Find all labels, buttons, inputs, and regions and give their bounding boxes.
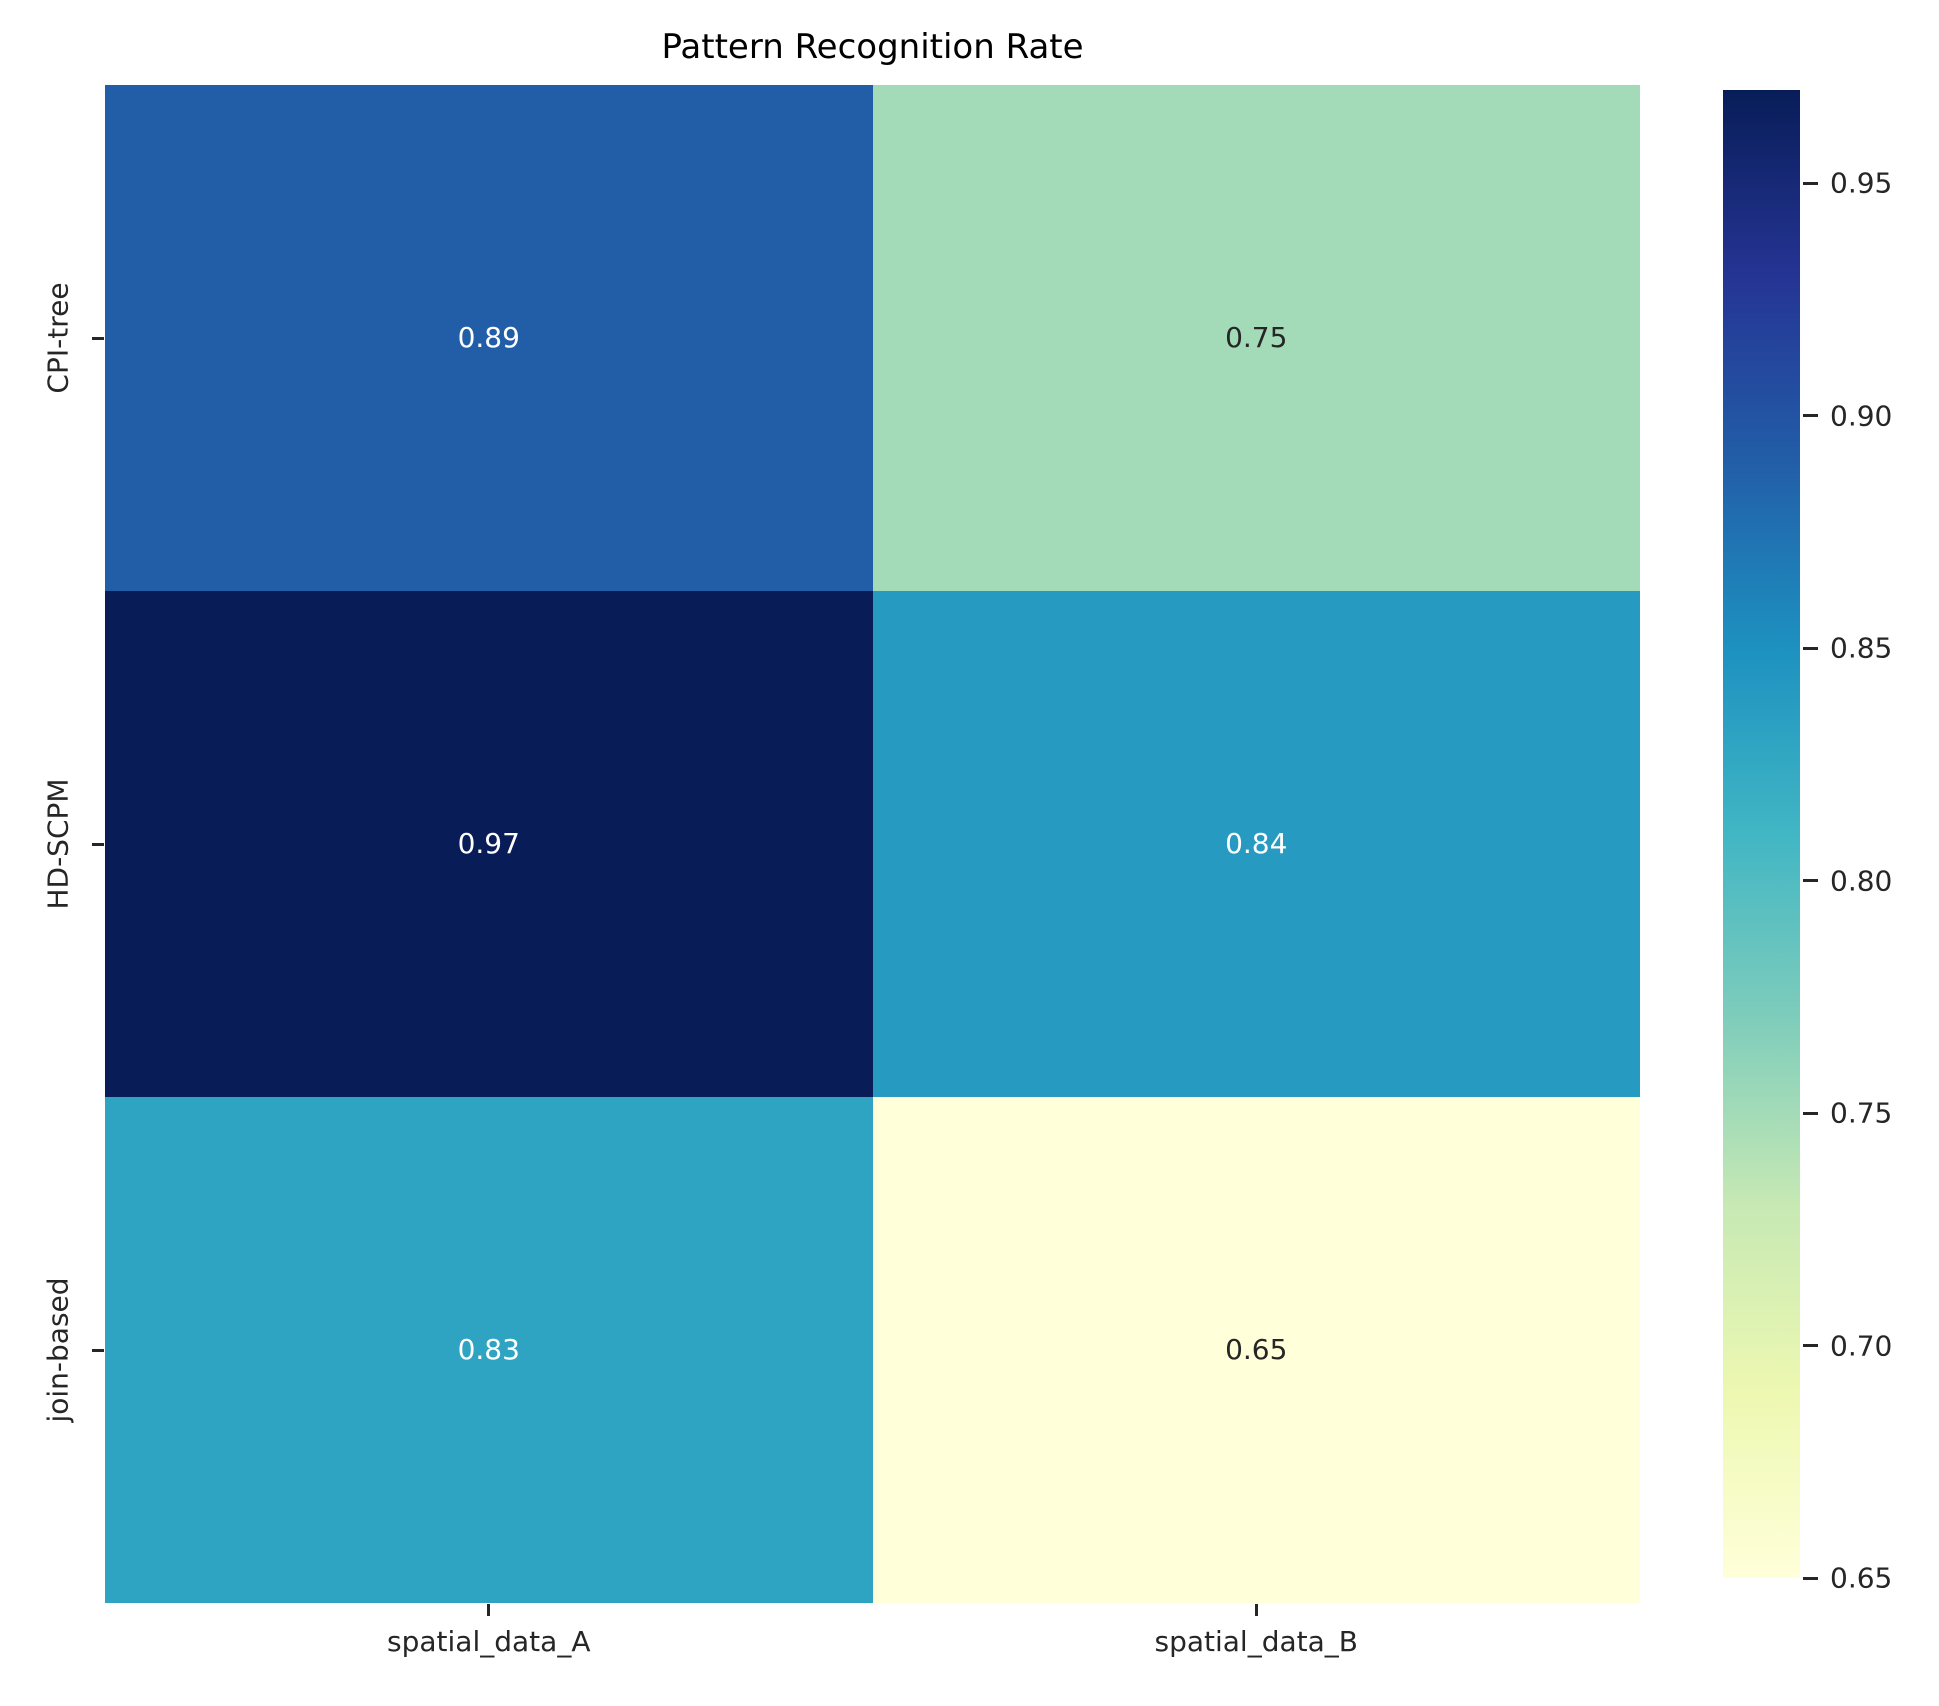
heatmap-cell: 0.83 bbox=[105, 1097, 873, 1603]
colorbar-tick-mark bbox=[1803, 646, 1818, 650]
colorbar-tick-label: 0.85 bbox=[1830, 631, 1893, 665]
cell-value: 0.83 bbox=[457, 1333, 520, 1366]
colorbar-tick-label: 0.90 bbox=[1830, 399, 1893, 432]
colorbar-tick-label: 0.70 bbox=[1830, 1329, 1893, 1362]
colorbar-tick-mark bbox=[1803, 181, 1818, 185]
cell-value: 0.75 bbox=[1225, 321, 1288, 354]
heatmap-cell: 0.89 bbox=[105, 85, 873, 591]
x-tick-label: spatial_data_B bbox=[1154, 1625, 1359, 1658]
cell-value: 0.97 bbox=[457, 827, 520, 860]
colorbar-tick-label: 0.75 bbox=[1830, 1096, 1893, 1130]
cell-value: 0.89 bbox=[457, 321, 520, 354]
heatmap-cell: 0.97 bbox=[105, 591, 873, 1097]
heatmap-cell: 0.65 bbox=[872, 1097, 1640, 1603]
x-tick-label: spatial_data_A bbox=[387, 1625, 591, 1658]
colorbar-tick-mark bbox=[1803, 1576, 1818, 1580]
colorbar-tick-mark bbox=[1803, 879, 1818, 882]
y-tick-label: join-based bbox=[41, 1277, 75, 1423]
y-tick-mark bbox=[92, 842, 104, 846]
x-tick-mark bbox=[1254, 1604, 1258, 1616]
cell-value: 0.84 bbox=[1225, 827, 1288, 860]
colorbar-tick-label: 0.65 bbox=[1830, 1561, 1893, 1595]
cell-value: 0.65 bbox=[1225, 1333, 1288, 1366]
colorbar-tick-mark bbox=[1803, 1344, 1818, 1347]
x-tick-mark bbox=[487, 1604, 491, 1616]
colorbar-gradient bbox=[1723, 90, 1800, 1578]
y-tick-mark bbox=[92, 1348, 104, 1352]
heatmap-cell: 0.84 bbox=[872, 591, 1640, 1097]
chart-title: Pattern Recognition Rate bbox=[661, 27, 1084, 67]
colorbar-tick-label: 0.95 bbox=[1830, 166, 1893, 200]
heatmap-grid: 0.89 0.75 0.97 0.84 0.83 0.65 bbox=[105, 85, 1640, 1603]
colorbar-tick-mark bbox=[1803, 414, 1818, 417]
y-tick-mark bbox=[92, 336, 104, 340]
colorbar-tick-label: 0.80 bbox=[1830, 864, 1893, 897]
y-tick-label: CPI-tree bbox=[41, 282, 75, 394]
heatmap-cell: 0.75 bbox=[872, 85, 1640, 591]
colorbar-tick-mark bbox=[1803, 1111, 1818, 1115]
y-tick-label: HD-SCPM bbox=[41, 778, 75, 910]
